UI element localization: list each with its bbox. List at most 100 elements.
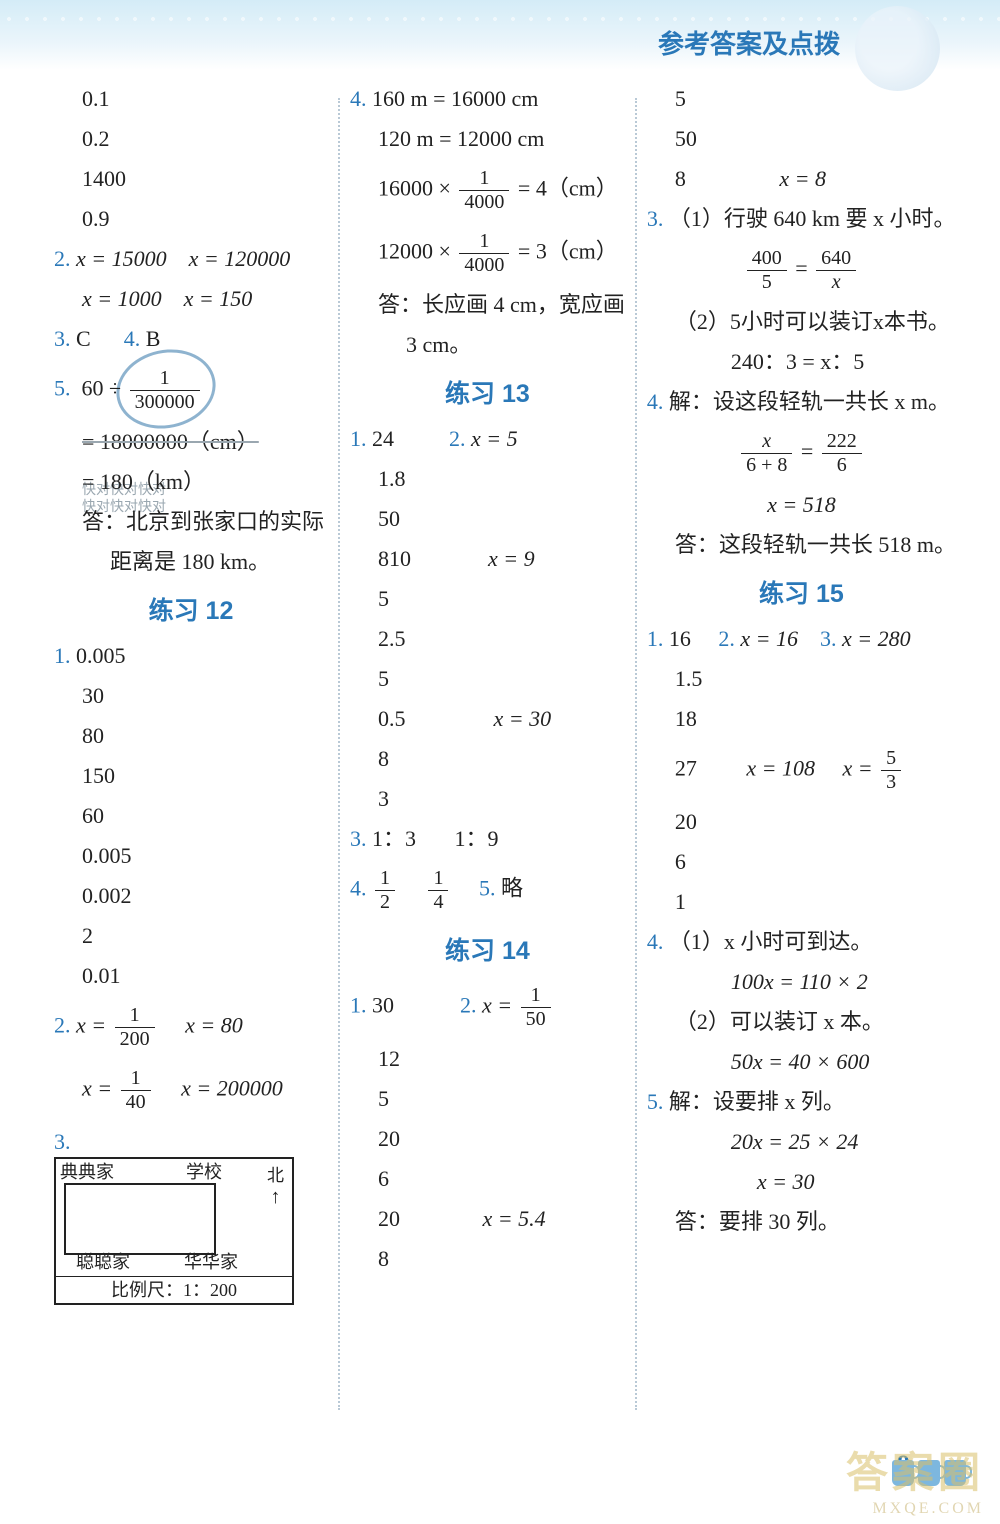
expr: = 4（cm） [518,176,618,201]
answer-line: 答：这段轻轨一共长 518 m。 [647,534,956,556]
question-number: 3. [350,826,367,851]
expr: x = 120000 [189,246,291,271]
watermark-main: 答案圈 [846,1439,984,1500]
equals: = [801,439,819,464]
expr: 16000 × [378,176,456,201]
answer-line: 答：长应画 4 cm，宽应画 [350,294,625,316]
expr: x = 200000 [181,1076,283,1101]
fraction: 640 x [816,248,856,293]
answer-line: x 6 + 8 = 222 6 [647,431,956,476]
answer-line: 6 [647,851,956,873]
north-label: 北 [267,1167,284,1186]
expr: x = 280 [842,626,911,651]
answer-line: 240：3 = x：5 [647,351,956,373]
answer-line: 5. 解：设要排 x 列。 [647,1091,956,1113]
watermark-sub: MXQE.COM [846,1500,984,1518]
answer-line: 5 [350,588,625,610]
scale-label: 比例尺：1：200 [56,1276,292,1299]
answer-line: 150 [54,765,328,787]
answer: 810 [378,546,411,571]
answer-line: 8 [350,1248,625,1270]
question-number: 2. [460,993,477,1018]
numerator: 1 [115,1005,155,1028]
path-segment [214,1183,216,1255]
answer-line: 1. 16 2. x = 16 3. x = 280 [647,628,956,650]
fraction: 1 4 [428,868,448,913]
answer-line: 12 [350,1048,625,1070]
expr: = 3（cm） [518,239,618,264]
answer-line: 1400 [54,168,328,190]
expr: 12000 × [378,239,456,264]
answer-line: 18 [647,708,956,730]
answer-line: 0.2 [54,128,328,150]
answer-line: x = 518 [647,494,956,516]
answer: 解：设这段轻轨一共长 x m。 [669,389,950,414]
denominator: 6 + 8 [741,454,792,476]
answer-line: x = 1 40 x = 200000 [54,1068,328,1113]
answer: 30 [372,993,394,1018]
answer: （1）行驶 640 km 要 x 小时。 [669,206,956,231]
answer-line: 3 [350,788,625,810]
answer: 1：3 [372,826,416,851]
expr: = 18000000（cm） [82,429,259,454]
answer: C [76,326,91,351]
question-number: 3. [647,206,664,231]
question-number: 4. [647,389,664,414]
question-number: 3. [54,326,71,351]
answer: 0.5 [378,706,406,731]
header-pattern [0,10,1000,30]
fraction: 1 4000 [459,168,509,213]
fraction: 1 300000 [130,368,200,413]
question-number: 3. [820,626,837,651]
answer-line: = 180（km） [54,471,328,493]
answer-line: 400 5 = 640 x [647,248,956,293]
expr: 60 ÷ [82,376,127,401]
compass-icon [855,6,940,91]
answer-line: 20 [350,1128,625,1150]
answer: 解：设要排 x 列。 [669,1089,845,1114]
answer-line: x = 1000 x = 150 [54,288,328,310]
exercise-title: 练习 15 [647,574,956,610]
denominator: 3 [881,771,901,793]
exercise-title: 练习 12 [54,591,328,627]
numerator: 5 [881,748,901,771]
column-2: 4. 160 m = 16000 cm 120 m = 12000 cm 160… [340,88,635,1450]
answer-line: 8 [350,748,625,770]
answer-line: 20 [647,811,956,833]
north-indicator: 北 ↑ [267,1167,284,1208]
fraction: 1 200 [115,1005,155,1050]
answer-line: 8 x = 8 [647,168,956,190]
answer-line: 120 m = 12000 cm [350,128,625,150]
answer: 24 [372,426,394,451]
answer: 0.005 [76,643,126,668]
node-label: 学校 [186,1163,222,1181]
equals: = [795,256,813,281]
denominator: 200 [115,1028,155,1050]
numerator: 1 [130,368,200,391]
answer-line: 0.9 [54,208,328,230]
answer: 略 [501,876,523,901]
fraction: 222 6 [822,431,862,476]
denominator: 5 [747,271,787,293]
answer-line: 20 x = 5.4 [350,1208,625,1230]
answer-line: （2）可以装订 x 本。 [647,1011,956,1033]
answer-line: 5 [350,668,625,690]
map-diagram: 典典家 学校 北 ↑ 聪聪家 华华家 比例尺：1：200 [54,1157,294,1305]
answer-line: 1. 30 2. x = 1 50 [350,985,625,1030]
expr: x = 8 [779,166,826,191]
question-number: 4. [124,326,141,351]
page-header: 参考答案及点拨 [0,0,1000,70]
expr: 160 m = 16000 cm [372,86,538,111]
answer-line: 6 [350,1168,625,1190]
denominator: 40 [121,1091,151,1113]
answer-line: 20x = 25 × 24 [647,1131,956,1153]
answer-line: 2. x = 15000 x = 120000 [54,248,328,270]
answer-line: 50 [647,128,956,150]
answer-line: x = 30 [647,1171,956,1193]
answer: 20 [378,1206,400,1231]
answer-line: 60 [54,805,328,827]
answer-line: 0.5 x = 30 [350,708,625,730]
answer-line: 3 cm。 [350,334,625,356]
question-number: 4. [647,929,664,954]
answer-line: 距离是 180 km。 [54,551,328,573]
